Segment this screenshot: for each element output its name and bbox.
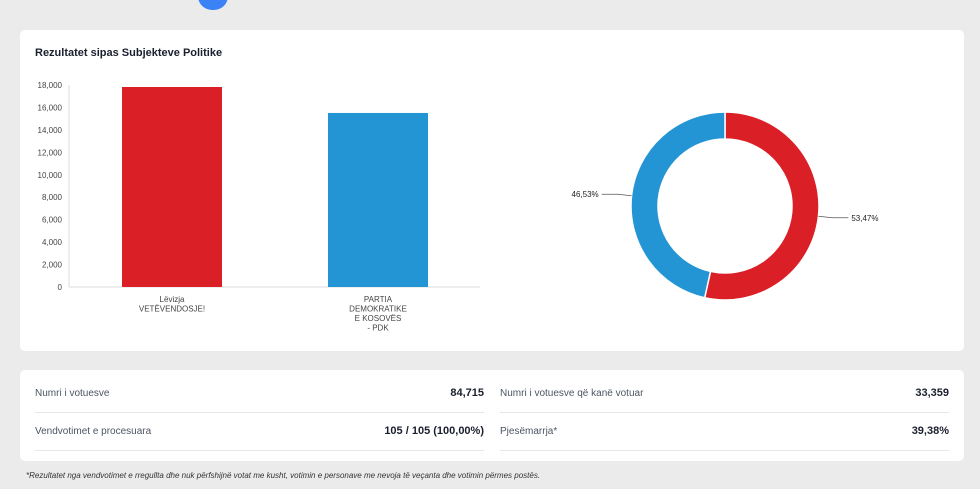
- stat-row: Numri i votuesve 84,715: [35, 374, 484, 413]
- stat-row: Vendvotimet e procesuara 105 / 105 (100,0…: [35, 412, 484, 451]
- stat-label: Pjesëmarrja*: [500, 425, 558, 437]
- bar: [122, 86, 222, 287]
- y-tick-label: 18,000: [38, 81, 63, 90]
- stat-value: 33,359: [915, 387, 949, 399]
- stats-card: Numri i votuesve 84,715 Numri i votuesve …: [20, 370, 964, 461]
- pie-label: 53,47%: [851, 214, 878, 223]
- y-tick-label: 4,000: [42, 238, 63, 247]
- pie-label: 46,53%: [572, 190, 599, 199]
- stat-row: Pjesëmarrja* 39,38%: [500, 412, 949, 451]
- y-tick-label: 16,000: [38, 103, 63, 112]
- x-tick-label: - PDK: [367, 324, 389, 333]
- stat-label: Numri i votuesve: [35, 387, 110, 399]
- bar-chart: 0 2,000 4,000 6,000 8,000 10,000 12,000 14,000 1…: [38, 81, 879, 333]
- y-tick-label: 12,000: [38, 148, 63, 157]
- stat-value: 84,715: [450, 387, 484, 399]
- results-card: Rezultatet sipas Subjekteve Politike 0 2,…: [20, 30, 964, 351]
- y-tick-label: 0: [58, 283, 63, 292]
- footnote: *Rezultatet nga vendvotimet e rregullta …: [26, 471, 541, 480]
- y-tick-label: 6,000: [42, 216, 63, 225]
- bar: [328, 112, 428, 287]
- y-tick-label: 2,000: [42, 261, 63, 270]
- stat-row: Numri i votuesve që kanë votuar 33,359: [500, 374, 949, 413]
- x-tick-label: Lëvizja: [160, 295, 185, 304]
- stat-label: Vendvotimet e procesuara: [35, 425, 152, 437]
- y-tick-label: 10,000: [38, 171, 63, 180]
- y-tick-label: 14,000: [38, 126, 63, 135]
- pie-leader-line: [818, 215, 849, 219]
- x-tick-label: PARTIA: [364, 295, 393, 304]
- chart-title: Rezultatet sipas Subjekteve Politike: [35, 47, 223, 59]
- stat-value: 105 / 105 (100,00%): [384, 425, 484, 437]
- pie-slice: [630, 111, 726, 299]
- x-tick-label: VETËVENDOSJE!: [139, 305, 205, 314]
- pie-slice: [703, 111, 820, 301]
- x-tick-label: DEMOKRATIKE: [349, 305, 407, 314]
- stat-label: Numri i votuesve që kanë votuar: [500, 387, 644, 399]
- x-tick-label: E KOSOVËS: [355, 314, 402, 323]
- y-tick-label: 8,000: [42, 193, 63, 202]
- logo-fragment: [198, 0, 228, 10]
- pie-leader-line: [601, 193, 632, 197]
- stat-value: 39,38%: [911, 425, 949, 437]
